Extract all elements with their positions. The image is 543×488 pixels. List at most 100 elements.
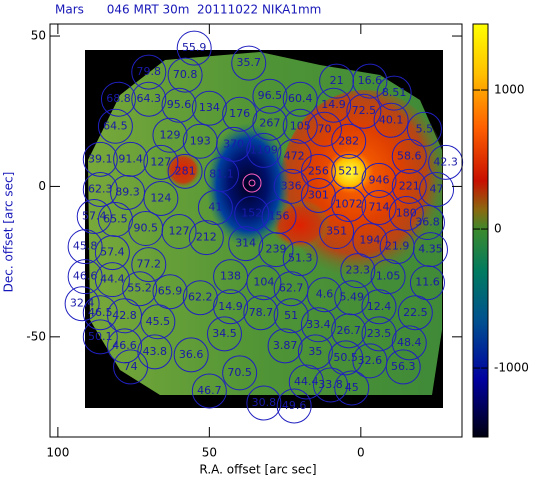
detector-circle (306, 277, 342, 313)
detector-label: 105 (290, 119, 311, 132)
detector-circle (97, 202, 133, 238)
detector-label: 62.2 (188, 291, 213, 304)
detector-label: 81.1 (209, 167, 234, 180)
detector-label: 26.7 (336, 324, 361, 337)
detector-label: 256 (308, 164, 329, 177)
detector-label: 45.8 (73, 240, 98, 253)
detector-label: 11.6 (415, 276, 440, 289)
plot-frame (49, 23, 463, 438)
detector-label: 74 (124, 360, 138, 373)
detector-circle (391, 325, 427, 361)
detector-circle (306, 111, 342, 147)
detector-label: 30.8 (252, 396, 277, 409)
detector-circle (361, 316, 397, 352)
detector-circle (340, 253, 376, 289)
detector-label: 5.49 (339, 291, 364, 304)
detector-label: 521 (338, 164, 359, 177)
detector-label: 45.5 (146, 315, 171, 328)
detector-circle (100, 81, 136, 117)
detector-label: 472 (284, 149, 305, 162)
detector-circle (385, 349, 421, 385)
detector-label: 44.4 (294, 375, 319, 388)
detector-circle (67, 259, 103, 295)
detector-label: 62.3 (88, 182, 113, 195)
detector-label: 33.4 (306, 318, 331, 331)
detector-label: 42.3 (433, 155, 458, 168)
detector-label: 12.4 (367, 300, 392, 313)
detector-circle (246, 265, 282, 301)
detector-circle (319, 214, 355, 250)
detector-circle (94, 235, 130, 271)
detector-circle (82, 319, 118, 355)
detector-circle (76, 199, 112, 235)
chart-title: Mars 046 MRT 30m 20111022 NIKA1mm (55, 3, 321, 17)
detector-circle (152, 274, 188, 310)
detector-label: 23.3 (346, 264, 371, 277)
detector-label: 281 (175, 164, 196, 177)
detector-circle (352, 63, 388, 99)
detector-label: 78.7 (249, 306, 274, 319)
detector-circle (331, 153, 367, 189)
detector-circle (316, 87, 352, 123)
detector-circle (297, 334, 333, 370)
detector-circle (334, 280, 370, 316)
detector-label: 46.7 (197, 384, 222, 397)
detector-label: 57.4 (100, 246, 125, 259)
detector-label: 41 (208, 200, 222, 213)
detector-circle (409, 205, 445, 241)
detector-circle (82, 295, 118, 331)
detector-label: 36.8 (415, 216, 440, 229)
detector-circle (191, 373, 227, 409)
detector-circle (143, 144, 179, 180)
detector-circle (361, 162, 397, 198)
detector-label: 176 (229, 107, 250, 120)
detector-label: 14.9 (218, 300, 243, 313)
detector-label: 336 (281, 179, 302, 192)
detector-label: 32.6 (358, 354, 383, 367)
detector-circle (319, 63, 355, 99)
detector-circle (173, 337, 209, 373)
detector-circle (188, 220, 224, 256)
detector-label: 127 (169, 225, 190, 238)
detector-label: 32.4 (70, 297, 95, 310)
detector-label: 35.7 (236, 56, 261, 69)
detector-circle (261, 199, 297, 235)
detector-label: 4.35 (418, 243, 443, 256)
detector-circle (282, 108, 318, 144)
detector-label: 46.5 (88, 306, 113, 319)
detector-label: 57.4 (82, 210, 107, 223)
detector-label: 221 (399, 179, 420, 192)
detector-label: 48.4 (397, 336, 422, 349)
detector-label: 314 (235, 237, 256, 250)
detector-circle (300, 153, 336, 189)
detector-circle (334, 370, 370, 406)
detector-circle (140, 304, 176, 340)
detector-circle (397, 295, 433, 331)
detector-label: 58.6 (397, 149, 422, 162)
detector-circle (246, 385, 282, 421)
detector-circle (228, 226, 264, 262)
detector-circle (313, 367, 349, 403)
detector-circle (331, 313, 367, 349)
detector-circle (167, 153, 203, 189)
detector-label: 714 (368, 200, 389, 213)
detector-label: 193 (190, 134, 211, 147)
detector-label: 65.9 (158, 285, 183, 298)
detector-circle (361, 189, 397, 225)
detector-label: 70 (317, 122, 331, 135)
detector-circle (113, 141, 149, 177)
detector-label: 16.6 (358, 74, 383, 87)
detector-label: 56.3 (391, 360, 416, 373)
detector-circle (273, 168, 309, 204)
detector-circle (131, 54, 167, 90)
detector-label: 68.8 (106, 92, 131, 105)
detector-circle (161, 87, 197, 123)
detector-label: 91.4 (118, 152, 143, 165)
detector-circle (276, 388, 312, 424)
detector-circle (243, 295, 279, 331)
detector-label: 43.8 (143, 345, 168, 358)
detector-circle (213, 289, 249, 325)
detector-label: 60.4 (288, 92, 313, 105)
detector-circle (97, 108, 133, 144)
